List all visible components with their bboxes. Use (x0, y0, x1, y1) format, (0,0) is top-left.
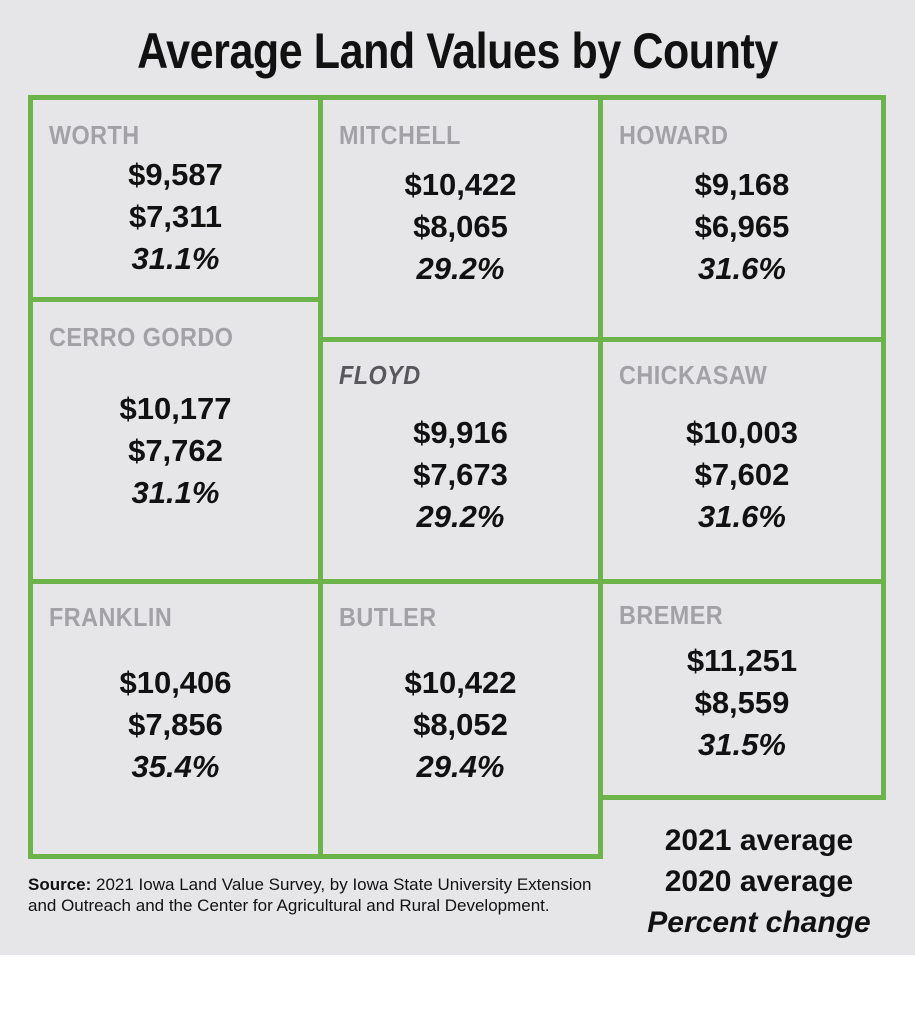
county-floyd: FLOYD $9,916 $7,673 29.2% (318, 337, 603, 584)
percent-change: 31.5% (698, 727, 786, 762)
legend-2020-average: 2020 average (664, 865, 854, 898)
county-name: BREMER (619, 600, 724, 630)
source-text: 2021 Iowa Land Value Survey, by Iowa Sta… (28, 875, 592, 915)
legend-2021-average: 2021 average (664, 824, 854, 857)
percent-change: 29.2% (416, 251, 505, 286)
county-name: FRANKLIN (49, 602, 173, 632)
county-name: WORTH (49, 120, 140, 150)
avg-2020: $7,673 (413, 457, 508, 492)
county-mitchell: MITCHELL $10,422 $8,065 29.2% (318, 95, 603, 342)
avg-2021: $9,587 (128, 157, 223, 192)
county-chickasaw: CHICKASAW $10,003 $7,602 31.6% (598, 337, 886, 584)
avg-2021: $9,168 (694, 167, 790, 202)
county-butler: BUTLER $10,422 $8,052 29.4% (318, 579, 603, 859)
county-franklin: FRANKLIN $10,406 $7,856 35.4% (28, 579, 323, 859)
county-worth: WORTH $9,587 $7,311 31.1% (28, 95, 323, 302)
avg-2020: $8,065 (413, 209, 508, 244)
avg-2020: $7,762 (128, 433, 223, 468)
avg-2021: $10,003 (685, 415, 799, 450)
percent-change: 31.6% (698, 499, 786, 534)
avg-2020: $7,311 (128, 199, 223, 234)
source-note: Source: 2021 Iowa Land Value Survey, by … (28, 874, 608, 916)
avg-2021: $10,422 (404, 665, 517, 700)
county-howard: HOWARD $9,168 $6,965 31.6% (598, 95, 886, 342)
percent-change: 29.4% (416, 749, 505, 784)
legend: 2021 average 2020 average Percent change (604, 820, 914, 943)
percent-change: 31.6% (698, 251, 786, 286)
county-name: BUTLER (339, 602, 437, 632)
avg-2020: $8,052 (413, 707, 508, 742)
legend-percent-change: Percent change (647, 906, 871, 939)
county-name: HOWARD (619, 120, 729, 150)
avg-2021: $10,177 (119, 391, 232, 426)
county-name: MITCHELL (339, 120, 461, 150)
avg-2020: $7,602 (694, 457, 790, 492)
avg-2021: $10,406 (119, 665, 232, 700)
county-name: FLOYD (339, 360, 421, 390)
avg-2021: $10,422 (404, 167, 517, 202)
county-name: CERRO GORDO (49, 322, 234, 352)
page-title: Average Land Values by County (137, 23, 778, 79)
avg-2020: $6,965 (694, 209, 790, 244)
avg-2021: $11,251 (686, 643, 798, 678)
county-bremer: BREMER $11,251 $8,559 31.5% (598, 579, 886, 800)
percent-change: 31.1% (131, 241, 220, 276)
source-label: Source: (28, 875, 92, 894)
avg-2020: $7,856 (128, 707, 223, 742)
percent-change: 31.1% (131, 475, 220, 510)
county-cerro-gordo: CERRO GORDO $10,177 $7,762 31.1% (28, 297, 323, 584)
avg-2021: $9,916 (413, 415, 508, 450)
percent-change: 29.2% (416, 499, 505, 534)
infographic-panel: Average Land Values by County WORTH $9,5… (0, 0, 915, 955)
percent-change: 35.4% (131, 749, 220, 784)
avg-2020: $8,559 (694, 685, 790, 720)
county-name: CHICKASAW (619, 360, 768, 390)
